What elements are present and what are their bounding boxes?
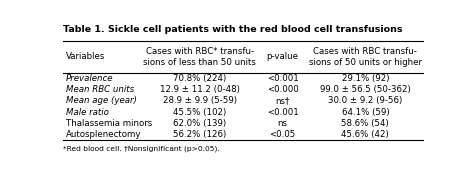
Text: p-value: p-value (266, 52, 299, 61)
Text: Table 1. Sickle cell patients with the red blood cell transfusions: Table 1. Sickle cell patients with the r… (63, 25, 402, 34)
Text: 70.8% (224): 70.8% (224) (173, 74, 227, 83)
Text: 45.6% (42): 45.6% (42) (341, 130, 389, 139)
Text: *Red blood cell. †Nonsignificant (p>0.05).: *Red blood cell. †Nonsignificant (p>0.05… (63, 145, 219, 152)
Text: Autosplenectomy: Autosplenectomy (66, 130, 141, 139)
Text: <0.000: <0.000 (267, 85, 299, 94)
Text: 58.6% (54): 58.6% (54) (341, 119, 389, 128)
Text: Thalassemia minors: Thalassemia minors (66, 119, 152, 128)
Text: Male ratio: Male ratio (66, 108, 109, 117)
Text: Variables: Variables (66, 52, 105, 61)
Text: 45.5% (102): 45.5% (102) (173, 108, 227, 117)
Text: Mean RBC units: Mean RBC units (66, 85, 134, 94)
Text: 30.0 ± 9.2 (9-56): 30.0 ± 9.2 (9-56) (328, 96, 402, 106)
Text: Mean age (year): Mean age (year) (66, 96, 137, 106)
Text: 12.9 ± 11.2 (0-48): 12.9 ± 11.2 (0-48) (160, 85, 240, 94)
Text: 99.0 ± 56.5 (50-362): 99.0 ± 56.5 (50-362) (320, 85, 410, 94)
Text: Cases with RBC transfu-
sions of 50 units or higher: Cases with RBC transfu- sions of 50 unit… (309, 47, 422, 67)
Text: 28.9 ± 9.9 (5-59): 28.9 ± 9.9 (5-59) (163, 96, 237, 106)
Text: <0.05: <0.05 (269, 130, 296, 139)
Text: 64.1% (59): 64.1% (59) (341, 108, 389, 117)
Text: ns: ns (277, 119, 288, 128)
Text: ns†: ns† (275, 96, 290, 106)
Text: <0.001: <0.001 (267, 74, 299, 83)
Text: <0.001: <0.001 (267, 108, 299, 117)
Text: 62.0% (139): 62.0% (139) (173, 119, 226, 128)
Text: 56.2% (126): 56.2% (126) (173, 130, 227, 139)
Text: 29.1% (92): 29.1% (92) (342, 74, 389, 83)
Text: Cases with RBC* transfu-
sions of less than 50 units: Cases with RBC* transfu- sions of less t… (143, 47, 256, 67)
Text: Prevalence: Prevalence (66, 74, 113, 83)
